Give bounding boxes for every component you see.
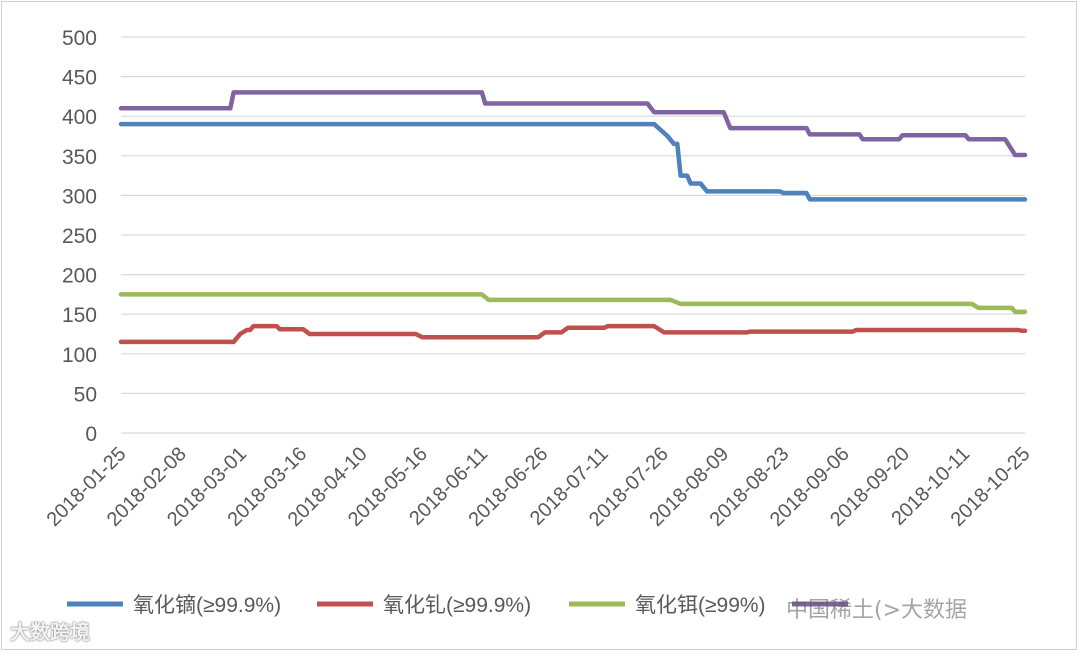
x-axis-ticks: 2018-01-252018-02-082018-03-012018-03-16… — [43, 443, 1035, 531]
watermark-right-text: 中国稀土(>大数据 — [786, 598, 968, 623]
y-tick-label: 350 — [62, 146, 97, 169]
legend-label-1: 氧化镝(≥99.9%) — [133, 594, 281, 617]
y-tick-label: 50 — [74, 383, 97, 406]
y-tick-label: 250 — [62, 225, 97, 248]
watermark-left: 大数跨境 — [10, 616, 90, 645]
gridlines — [121, 36, 1025, 434]
y-tick-label: 450 — [62, 67, 97, 90]
series-line-1 — [118, 121, 1028, 202]
legend-label-2: 氧化钆(≥99.9%) — [383, 594, 531, 617]
series-line-2 — [118, 323, 1028, 345]
y-tick-label: 0 — [85, 423, 97, 446]
legend-label-3: 氧化铒(≥99%) — [635, 594, 766, 617]
y-tick-label: 400 — [62, 106, 97, 129]
watermark-right: 中国稀土(>大数据 — [786, 592, 967, 624]
legend: 氧化镝(≥99.9%) 氧化钆(≥99.9%) 氧化铒(≥99%) — [67, 594, 848, 617]
y-tick-label: 200 — [62, 265, 97, 288]
y-tick-label: 300 — [62, 185, 97, 208]
y-tick-label: 150 — [62, 304, 97, 327]
series-line-4 — [118, 90, 1028, 158]
watermark-left-text: 大数跨境 — [10, 620, 90, 644]
series-lines — [118, 90, 1028, 345]
y-axis-ticks: 0 50 100 150 200 250 300 350 400 450 500 — [62, 27, 97, 446]
y-tick-label: 100 — [62, 344, 97, 367]
y-tick-label: 500 — [62, 27, 97, 50]
series-line-3 — [118, 292, 1028, 315]
